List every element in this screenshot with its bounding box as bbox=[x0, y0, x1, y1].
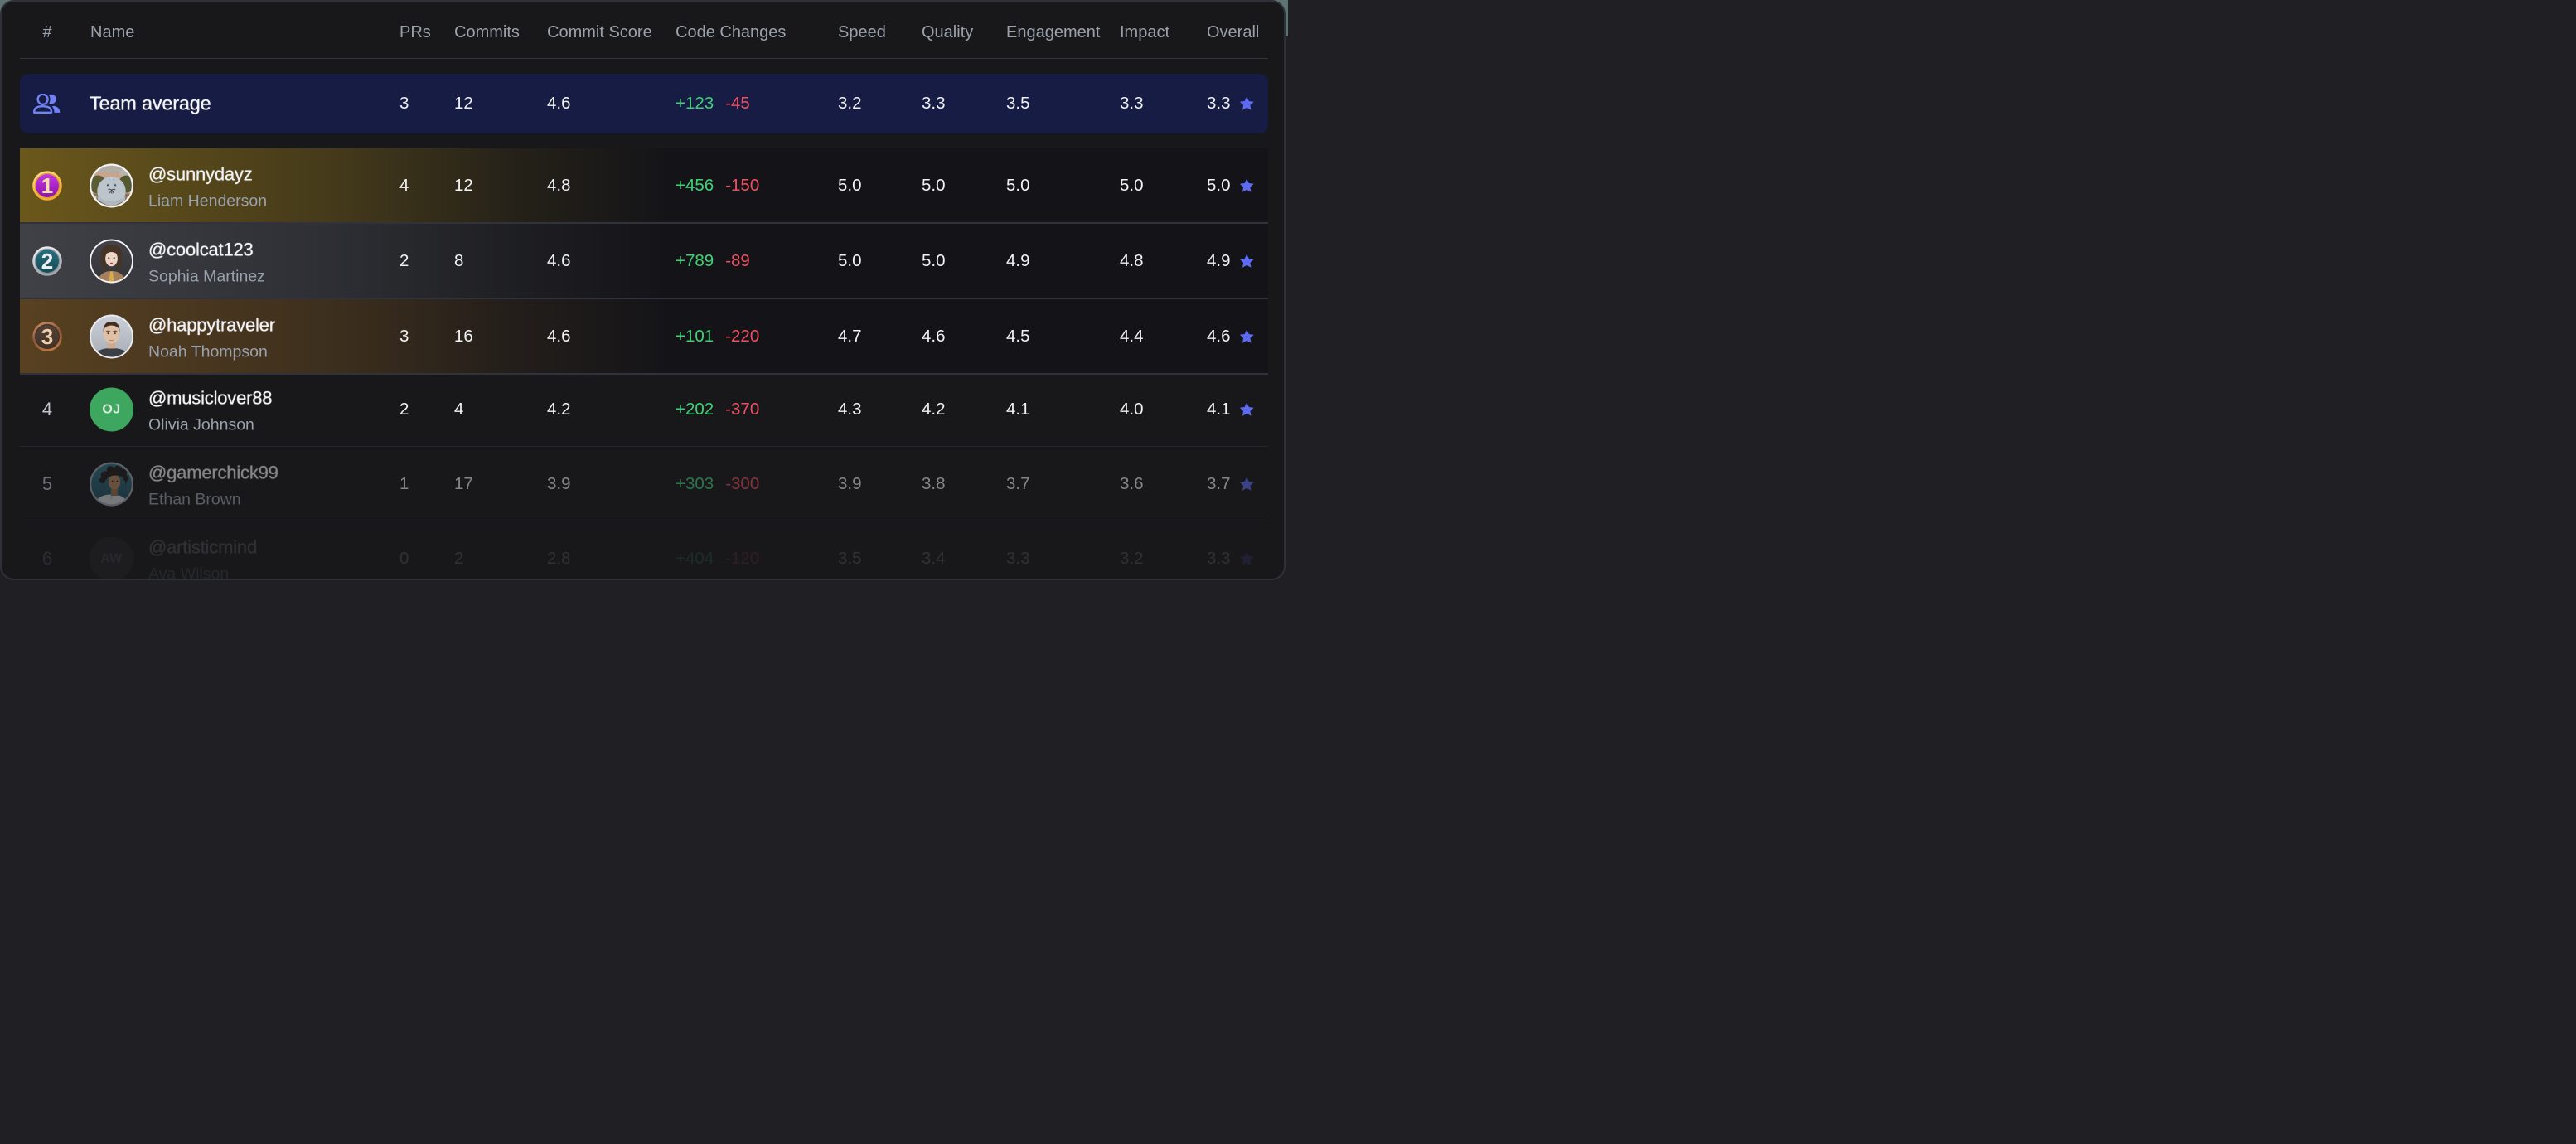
svg-text:3: 3 bbox=[41, 324, 53, 349]
svg-text:1: 1 bbox=[41, 173, 53, 198]
svg-text:2: 2 bbox=[41, 249, 53, 274]
